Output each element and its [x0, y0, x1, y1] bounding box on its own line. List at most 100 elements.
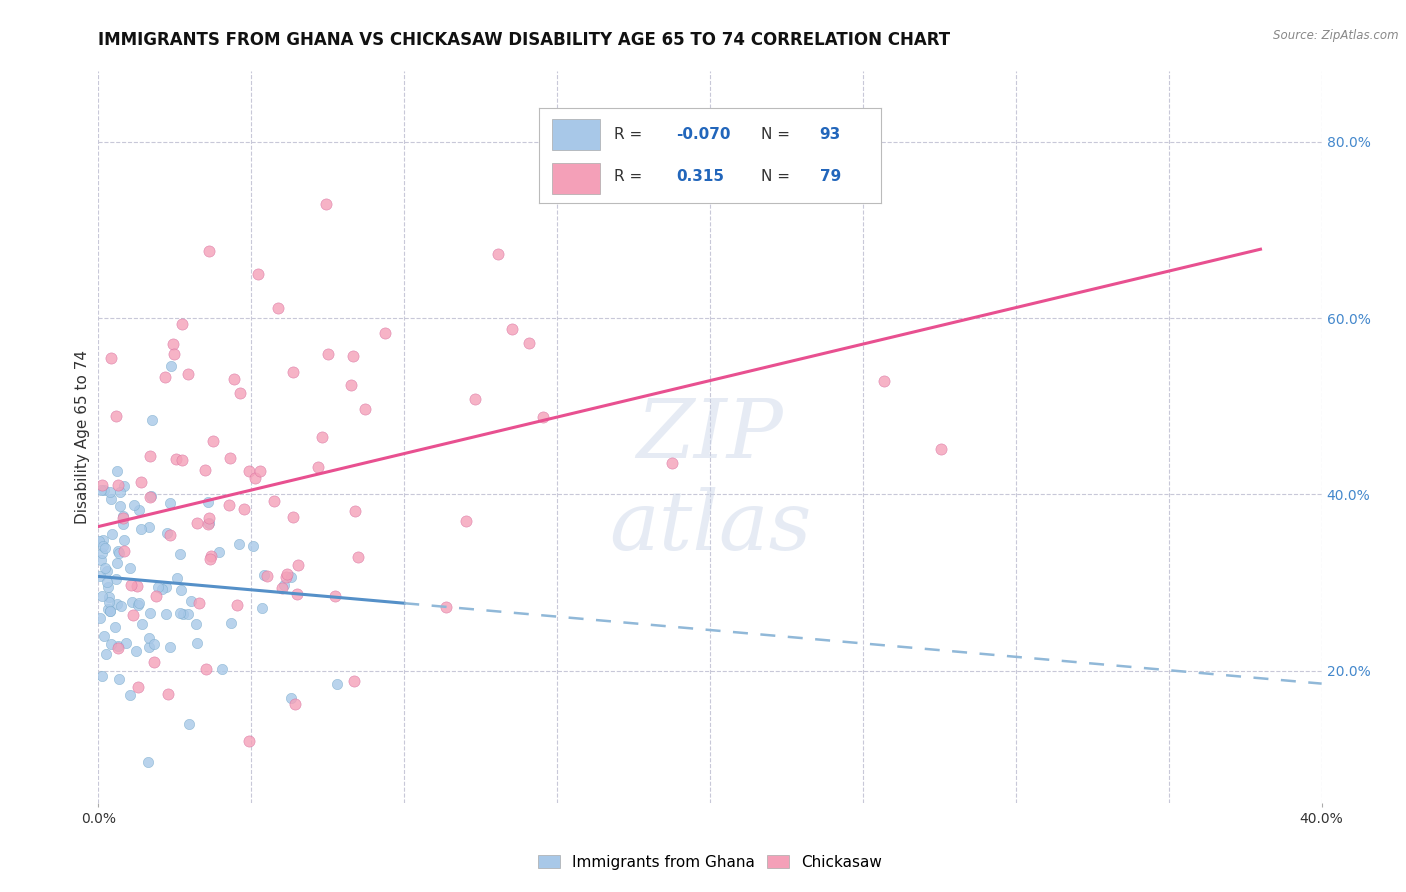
Point	[90, 478, 112, 492]
Point	[170, 452, 193, 467]
Point	[353, 401, 375, 416]
Point	[253, 567, 276, 582]
Point	[104, 620, 127, 634]
Point	[342, 349, 364, 363]
Point	[343, 674, 366, 689]
Point	[434, 600, 457, 615]
Point	[107, 478, 129, 492]
Point	[249, 464, 271, 478]
Point	[170, 317, 193, 331]
Text: 93: 93	[820, 127, 841, 142]
Point	[100, 351, 122, 366]
Y-axis label: Disability Age 65 to 74: Disability Age 65 to 74	[75, 350, 90, 524]
Point	[110, 599, 132, 613]
Point	[347, 549, 370, 564]
Point	[104, 409, 127, 423]
Point	[96, 565, 118, 579]
Point	[87, 534, 110, 549]
Point	[138, 631, 160, 645]
Point	[111, 508, 134, 523]
Text: R =: R =	[614, 169, 643, 184]
Point	[271, 581, 294, 595]
Point	[284, 697, 307, 711]
Point	[100, 485, 122, 500]
Point	[93, 483, 115, 498]
Point	[122, 498, 145, 512]
Point	[128, 502, 150, 516]
Point	[169, 606, 191, 620]
Point	[160, 359, 183, 374]
Point	[121, 608, 143, 623]
Point	[517, 336, 540, 351]
Point	[94, 561, 117, 575]
Point	[107, 598, 129, 612]
Point	[112, 479, 135, 493]
Point	[97, 595, 120, 609]
Point	[531, 409, 554, 424]
Point	[340, 377, 363, 392]
Point	[143, 637, 166, 651]
Text: N =: N =	[762, 127, 790, 142]
Point	[150, 582, 173, 597]
Bar	[553, 163, 600, 194]
Point	[155, 370, 177, 384]
Point	[138, 449, 160, 463]
Point	[120, 689, 142, 703]
Bar	[553, 120, 600, 150]
Point	[159, 640, 181, 654]
Text: IMMIGRANTS FROM GHANA VS CHICKASAW DISABILITY AGE 65 TO 74 CORRELATION CHART: IMMIGRANTS FROM GHANA VS CHICKASAW DISAB…	[98, 31, 950, 49]
Point	[139, 606, 162, 620]
Point	[111, 516, 134, 531]
Point	[98, 604, 121, 618]
Point	[148, 580, 170, 594]
Point	[91, 539, 114, 553]
Text: 0.315: 0.315	[676, 169, 724, 184]
Point	[127, 680, 149, 694]
Point	[107, 641, 129, 656]
Point	[105, 464, 128, 478]
Point	[100, 492, 122, 507]
Point	[108, 672, 131, 686]
Point	[276, 567, 298, 582]
Point	[169, 547, 191, 561]
Point	[136, 755, 159, 769]
Point	[169, 583, 191, 598]
Point	[238, 734, 260, 748]
Point	[138, 640, 160, 655]
Point	[198, 510, 221, 524]
Point	[176, 607, 198, 622]
Point	[91, 589, 114, 603]
Point	[105, 556, 128, 570]
Point	[104, 572, 127, 586]
Point	[91, 546, 114, 560]
Point	[273, 578, 295, 592]
Point	[267, 301, 290, 315]
Point	[114, 636, 136, 650]
Point	[111, 511, 134, 525]
Point	[250, 600, 273, 615]
Point	[91, 533, 114, 547]
Point	[162, 336, 184, 351]
Point	[343, 504, 366, 518]
Point	[107, 544, 129, 558]
Point	[287, 558, 309, 572]
Point	[172, 607, 194, 621]
Point	[226, 598, 249, 612]
Point	[131, 522, 153, 536]
Point	[112, 533, 135, 548]
Point	[89, 610, 111, 624]
Point	[186, 636, 208, 650]
Point	[100, 527, 122, 541]
Point	[93, 629, 115, 643]
Point	[218, 450, 240, 465]
Point	[464, 392, 486, 406]
Point	[211, 662, 233, 676]
Point	[90, 552, 112, 566]
Point	[180, 594, 202, 608]
Point	[263, 494, 285, 508]
Point	[229, 386, 252, 401]
Point	[280, 570, 302, 584]
Point	[145, 589, 167, 603]
Point	[159, 528, 181, 542]
Point	[246, 267, 269, 281]
